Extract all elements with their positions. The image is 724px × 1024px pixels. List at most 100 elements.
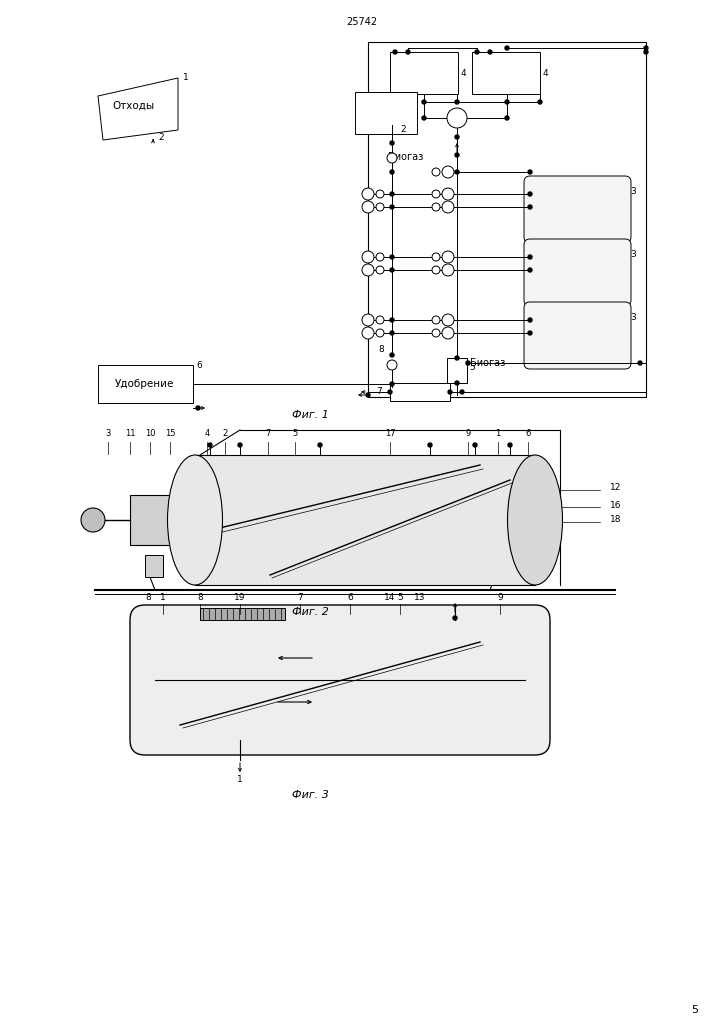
Circle shape — [455, 356, 459, 360]
Circle shape — [455, 100, 459, 104]
Text: 7: 7 — [265, 429, 271, 438]
Text: 16: 16 — [610, 501, 621, 510]
Text: 1: 1 — [237, 775, 243, 784]
Circle shape — [387, 153, 397, 163]
Text: Удобрение: Удобрение — [115, 379, 174, 389]
Circle shape — [508, 443, 512, 447]
Text: 13: 13 — [414, 594, 426, 602]
Circle shape — [362, 201, 374, 213]
Bar — [355, 92, 417, 134]
Circle shape — [362, 264, 374, 276]
Bar — [98, 365, 193, 403]
Circle shape — [362, 314, 374, 326]
Circle shape — [442, 201, 454, 213]
Circle shape — [528, 170, 532, 174]
Text: Отходы: Отходы — [112, 101, 154, 111]
Circle shape — [505, 46, 509, 50]
Circle shape — [644, 50, 648, 54]
Circle shape — [390, 255, 394, 259]
Circle shape — [466, 361, 470, 365]
Text: 6: 6 — [196, 360, 202, 370]
Circle shape — [208, 443, 212, 447]
Circle shape — [528, 193, 532, 196]
Circle shape — [406, 50, 410, 54]
FancyBboxPatch shape — [524, 302, 631, 369]
Text: 1: 1 — [160, 594, 166, 602]
Circle shape — [442, 314, 454, 326]
Circle shape — [432, 329, 440, 337]
Circle shape — [432, 253, 440, 261]
Text: 3: 3 — [105, 429, 111, 438]
Polygon shape — [98, 78, 178, 140]
Circle shape — [442, 264, 454, 276]
Text: Биогаз: Биогаз — [470, 358, 505, 368]
Text: 5: 5 — [469, 364, 475, 373]
Circle shape — [455, 135, 459, 139]
Circle shape — [455, 170, 459, 174]
Circle shape — [432, 266, 440, 274]
Text: 25742: 25742 — [347, 17, 377, 27]
Bar — [390, 383, 450, 401]
Bar — [195, 455, 535, 585]
Text: 4: 4 — [543, 69, 549, 78]
Circle shape — [376, 329, 384, 337]
Text: Фиг. 2: Фиг. 2 — [292, 607, 329, 617]
Circle shape — [442, 251, 454, 263]
Circle shape — [432, 168, 440, 176]
Bar — [472, 52, 540, 94]
Circle shape — [376, 253, 384, 261]
Text: 7: 7 — [297, 594, 303, 602]
Circle shape — [366, 393, 370, 397]
Circle shape — [453, 616, 457, 620]
Circle shape — [376, 190, 384, 198]
Circle shape — [390, 331, 394, 335]
Text: 4: 4 — [204, 429, 210, 438]
Circle shape — [362, 251, 374, 263]
Circle shape — [455, 381, 459, 385]
Text: 8: 8 — [145, 594, 151, 602]
Circle shape — [432, 190, 440, 198]
Text: 3: 3 — [630, 250, 636, 259]
Circle shape — [505, 100, 509, 104]
Text: 9: 9 — [466, 429, 471, 438]
Circle shape — [488, 50, 492, 54]
Circle shape — [238, 443, 242, 447]
FancyBboxPatch shape — [524, 176, 631, 243]
Text: 2: 2 — [400, 126, 405, 134]
Circle shape — [318, 443, 322, 447]
Circle shape — [442, 188, 454, 200]
Text: 8: 8 — [197, 594, 203, 602]
Circle shape — [390, 170, 394, 174]
Text: 10: 10 — [145, 429, 155, 438]
Circle shape — [638, 361, 642, 365]
Circle shape — [387, 360, 397, 370]
Text: 5: 5 — [397, 594, 403, 602]
Text: 1: 1 — [495, 429, 500, 438]
Text: 2: 2 — [222, 429, 227, 438]
Circle shape — [422, 100, 426, 104]
Circle shape — [442, 327, 454, 339]
Text: 6: 6 — [526, 429, 531, 438]
Circle shape — [528, 331, 532, 335]
Text: 9: 9 — [497, 594, 503, 602]
Text: Фиг. 1: Фиг. 1 — [292, 410, 329, 420]
Circle shape — [376, 316, 384, 324]
Circle shape — [390, 141, 394, 145]
FancyBboxPatch shape — [130, 605, 550, 755]
Circle shape — [376, 203, 384, 211]
Text: 17: 17 — [384, 429, 395, 438]
Circle shape — [447, 108, 467, 128]
Circle shape — [473, 443, 477, 447]
Text: 8: 8 — [378, 345, 384, 354]
Text: 5: 5 — [292, 429, 298, 438]
Text: 18: 18 — [610, 515, 621, 524]
Circle shape — [528, 268, 532, 272]
Circle shape — [442, 166, 454, 178]
Circle shape — [528, 205, 532, 209]
Circle shape — [528, 255, 532, 259]
Circle shape — [505, 116, 509, 120]
Circle shape — [81, 508, 105, 532]
Circle shape — [393, 50, 397, 54]
Text: 3: 3 — [630, 313, 636, 322]
Text: Биогаз: Биогаз — [388, 152, 424, 162]
